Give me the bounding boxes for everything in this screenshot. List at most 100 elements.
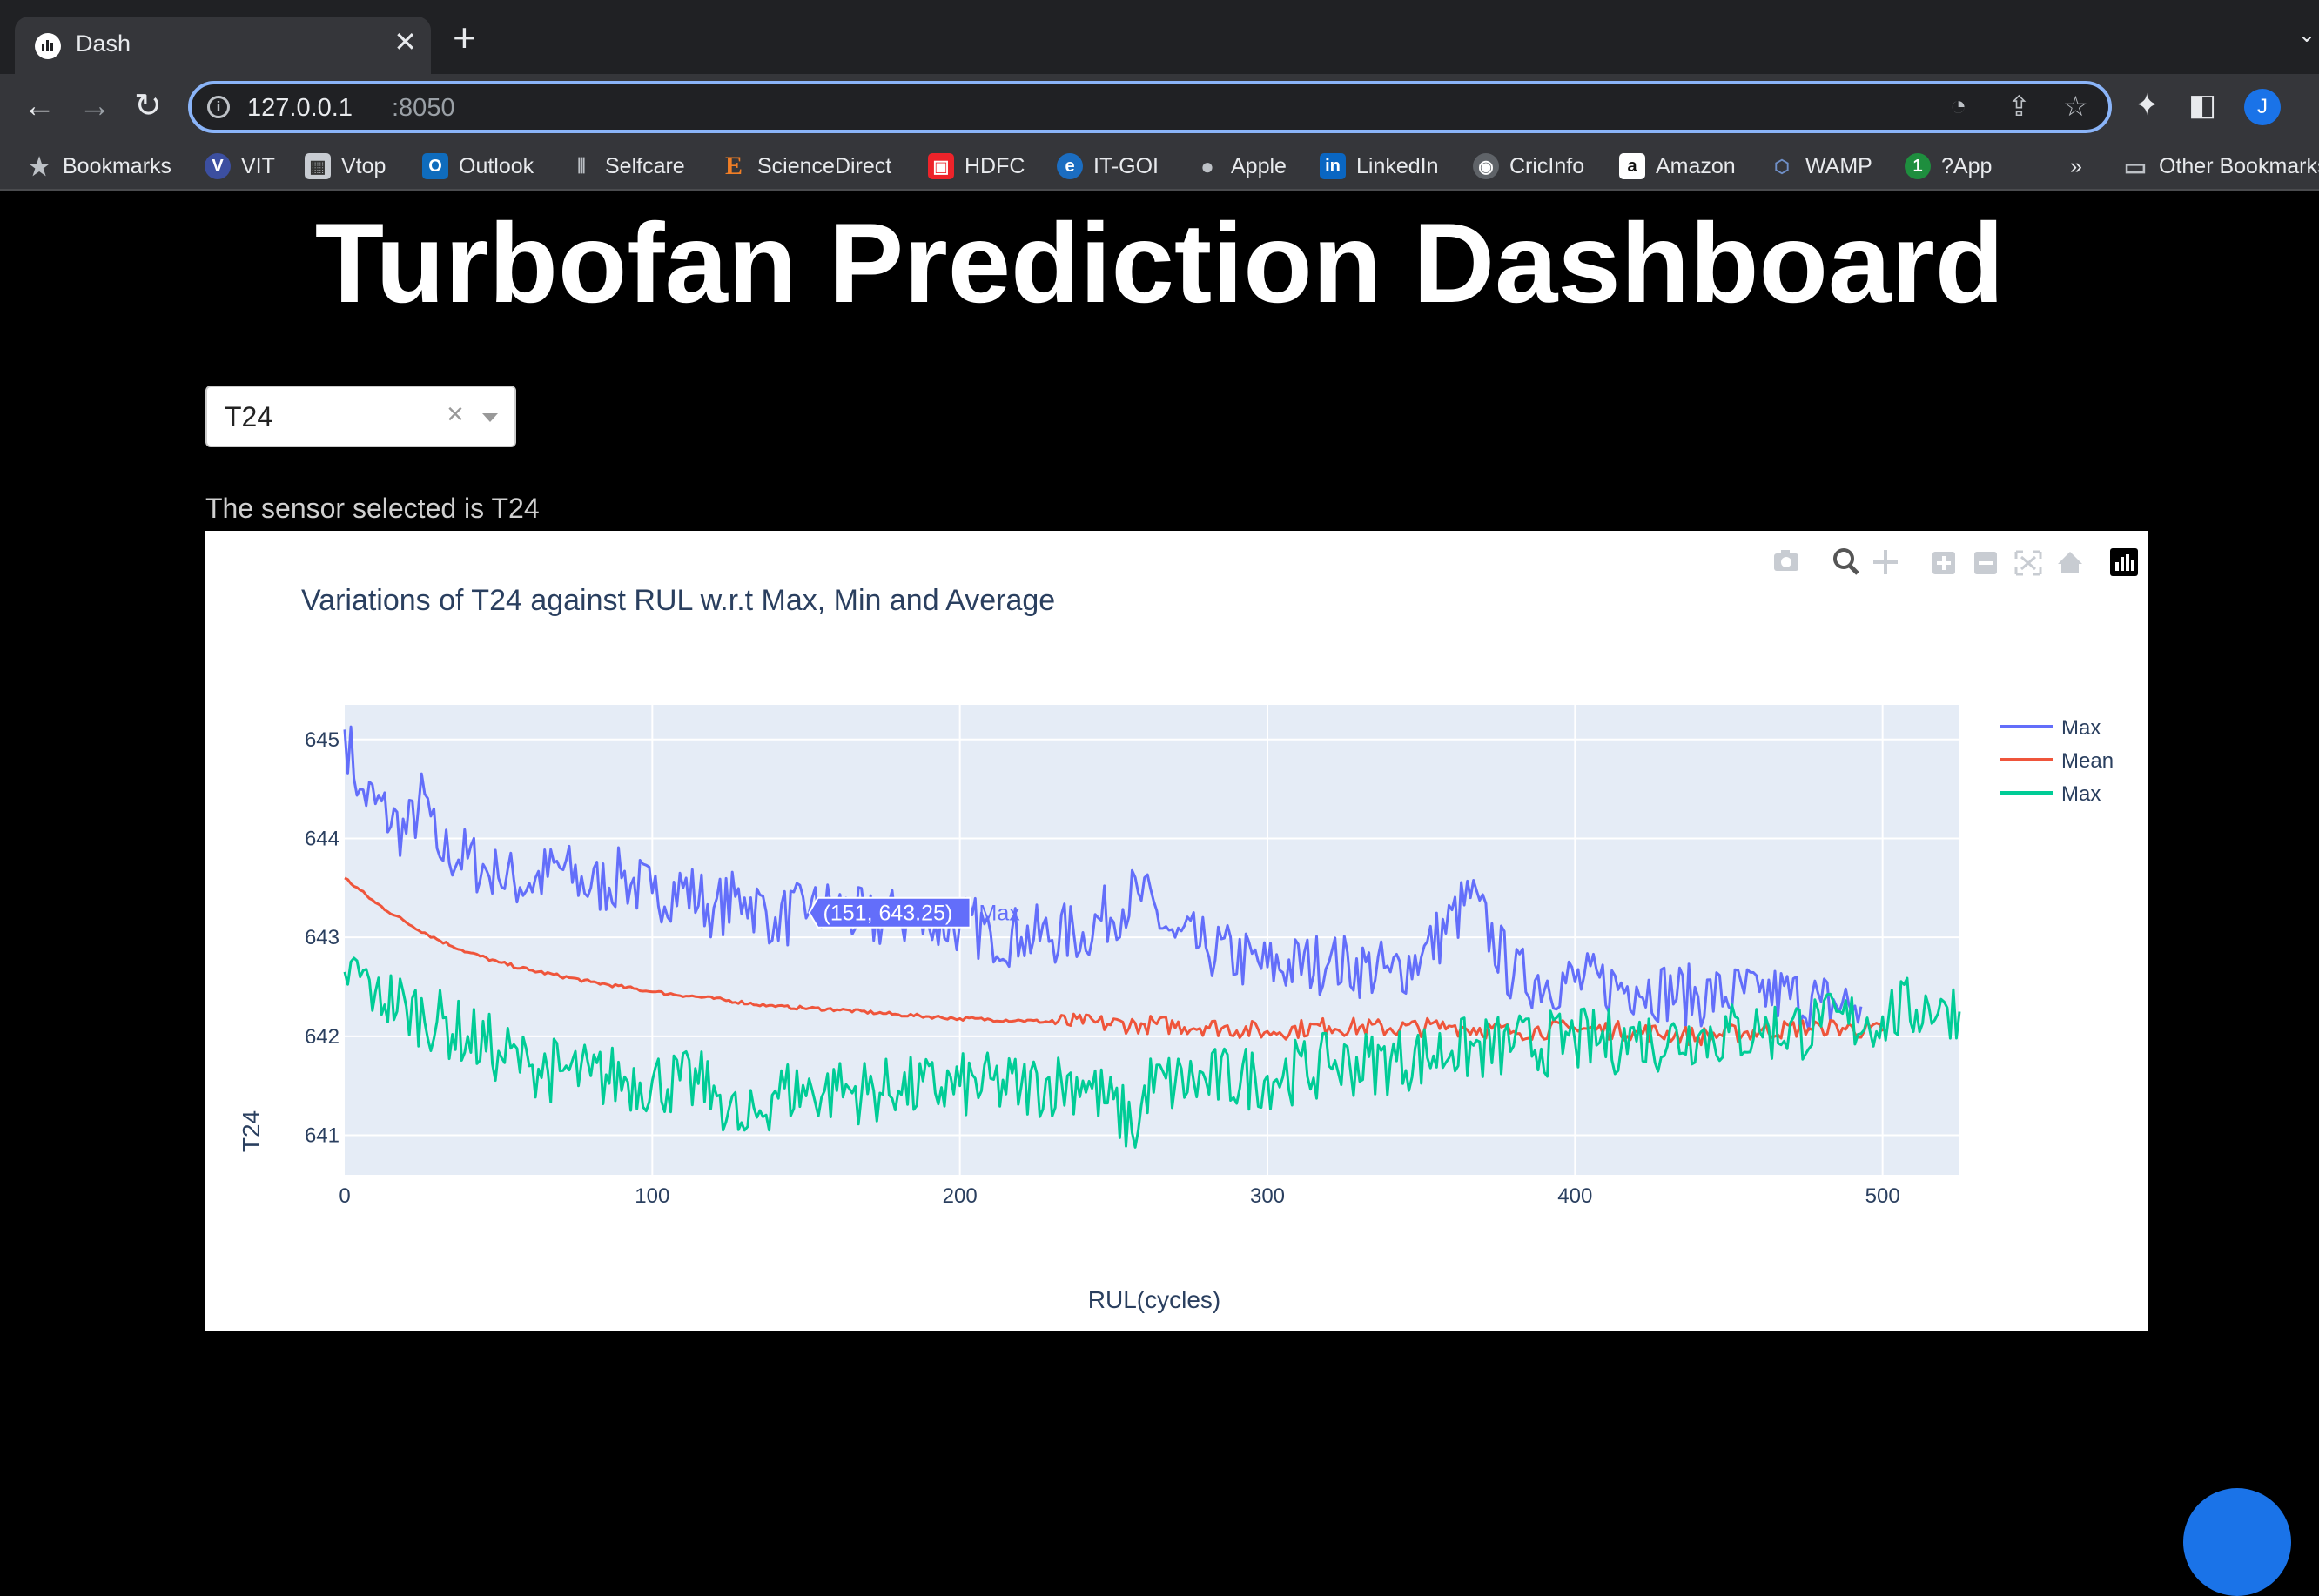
browser-toolbar: ← → ↻ i 127.0.0.1 :8050 ◔ ⇪ ☆ ✦ ◧ J ⋮ <box>0 74 2319 142</box>
camera-icon[interactable] <box>1774 550 1798 571</box>
apple-icon: ● <box>1200 152 1214 179</box>
bookmark-sciencedirect[interactable]: E ScienceDirect <box>721 151 891 182</box>
hover-value-label: (151, 643.25) <box>823 902 953 926</box>
gridlines <box>345 705 1959 1175</box>
other-bookmarks[interactable]: ▭ Other Bookmarks <box>2122 151 2319 182</box>
star-icon: ★ <box>28 152 50 180</box>
chevron-double-right-icon: » <box>2070 153 2082 178</box>
x-tick-label: 500 <box>1865 1184 1900 1208</box>
site-info-icon[interactable]: i <box>207 96 230 118</box>
autoscale-icon[interactable] <box>2014 550 2042 576</box>
series-line-max[interactable] <box>343 956 1961 1149</box>
bookmark-apple[interactable]: ● Apple <box>1194 151 1287 182</box>
extensions-puzzle-icon[interactable]: ✦ <box>2134 89 2160 122</box>
bookmark-vit[interactable]: V VIT <box>205 151 275 182</box>
new-tab-icon[interactable]: + <box>453 15 476 60</box>
bookmark-wamp[interactable]: ⬡ WAMP <box>1769 151 1872 182</box>
bookmark-app[interactable]: 1 ?App <box>1905 151 1992 182</box>
share-icon[interactable]: ⇪ <box>2007 91 2031 122</box>
x-tick-label: 200 <box>943 1184 978 1208</box>
close-tab-icon[interactable]: ✕ <box>393 26 417 57</box>
bookmark-label: Vtop <box>341 153 386 178</box>
legend-item-label[interactable]: Max <box>2061 716 2101 740</box>
bookmark-label: LinkedIn <box>1356 153 1439 178</box>
selfcare-icon: ⫼ <box>577 156 586 176</box>
floating-action-button[interactable] <box>2183 1488 2291 1596</box>
url-host: 127.0.0.1 <box>247 94 353 122</box>
bookmark-label: Bookmarks <box>63 153 172 178</box>
bookmark-outlook[interactable]: O Outlook <box>422 151 534 182</box>
home-icon[interactable] <box>2058 552 2082 573</box>
plot-area[interactable] <box>345 705 1959 1175</box>
bookmark-bookmarks[interactable]: ★ Bookmarks <box>26 151 171 182</box>
bookmark-vtop[interactable]: ▦ Vtop <box>305 151 386 182</box>
dropdown-selected-value: T24 <box>225 401 273 433</box>
bookmark-star-icon[interactable]: ☆ <box>2063 91 2088 122</box>
series-lines[interactable] <box>343 725 1961 1149</box>
plotly-logo-icon[interactable] <box>2110 548 2138 576</box>
cricinfo-icon: ◉ <box>1473 153 1499 179</box>
y-tick-label: 643 <box>305 926 339 949</box>
y-axis-label: T24 <box>238 1110 265 1152</box>
bookmark-amazon[interactable]: a Amazon <box>1619 151 1736 182</box>
sensor-dropdown[interactable]: T24 × <box>205 386 516 447</box>
browser-tab[interactable]: Dash ✕ <box>15 17 431 74</box>
page-title: Turbofan Prediction Dashboard <box>314 199 2005 326</box>
line-chart[interactable]: Variations of T24 against RUL w.r.t Max,… <box>205 531 2148 1331</box>
bookmark-label: Apple <box>1231 153 1287 178</box>
hover-box <box>808 896 971 929</box>
tab-title: Dash <box>76 30 131 57</box>
reload-icon[interactable]: ↻ <box>134 88 162 124</box>
chevron-down-icon[interactable] <box>482 413 498 422</box>
clear-icon[interactable]: × <box>447 398 464 431</box>
zoom-in-icon[interactable] <box>1932 552 1955 574</box>
page-speed-icon[interactable]: ◔ <box>1950 90 1967 121</box>
bookmark-label: Amazon <box>1656 153 1736 178</box>
bookmark-hdfc[interactable]: ▣ HDFC <box>928 151 1025 182</box>
bookmark-label: IT-GOI <box>1093 153 1159 178</box>
bookmark-linkedin[interactable]: in LinkedIn <box>1320 151 1439 182</box>
bookmark-selfcare[interactable]: ⫼ Selfcare <box>568 151 685 182</box>
y-tick-label: 641 <box>305 1124 339 1148</box>
bookmarks-bar: ★ Bookmarks V VIT ▦ Vtop O Outlook ⫼ Sel… <box>0 142 2319 191</box>
wamp-icon: ⬡ <box>1774 157 1790 177</box>
x-tick-label: 400 <box>1557 1184 1592 1208</box>
x-tick-label: 0 <box>339 1184 350 1208</box>
url-port: :8050 <box>392 94 455 122</box>
bookmark-label: Other Bookmarks <box>2159 153 2319 178</box>
plotly-graph[interactable]: Variations of T24 against RUL w.r.t Max,… <box>205 531 2148 1331</box>
zoom-icon[interactable] <box>1833 548 1859 575</box>
pan-icon[interactable] <box>1873 550 1898 574</box>
bookmark-label: Outlook <box>459 153 534 178</box>
bookmark-label: Selfcare <box>605 153 685 178</box>
legend-item-label[interactable]: Max <box>2061 782 2101 806</box>
bookmark-label: ScienceDirect <box>757 153 892 178</box>
axis-ticks: 0 100 200 300 400 500 641 642 643 644 645 <box>305 728 1900 1208</box>
legend[interactable]: Max Mean Max <box>2000 716 2114 806</box>
legend-item-label[interactable]: Mean <box>2061 749 2114 773</box>
x-tick-label: 300 <box>1250 1184 1285 1208</box>
dash-favicon-icon <box>35 33 61 59</box>
kebab-menu-icon[interactable]: ⋮ <box>2307 88 2319 123</box>
back-arrow-icon[interactable]: ← <box>23 88 56 124</box>
sensor-selected-text: The sensor selected is T24 <box>205 493 540 524</box>
address-bar[interactable]: i 127.0.0.1 :8050 ◔ ⇪ ☆ <box>188 81 2112 133</box>
bookmarks-overflow-button[interactable]: » <box>2070 151 2082 182</box>
modebar <box>1774 548 2138 576</box>
bookmark-itgoi[interactable]: e IT-GOI <box>1057 151 1159 182</box>
side-panel-icon[interactable]: ◧ <box>2188 89 2217 122</box>
bookmark-label: VIT <box>241 153 275 178</box>
profile-avatar[interactable]: J <box>2244 89 2281 125</box>
folder-icon: ▭ <box>2123 152 2148 180</box>
bookmark-label: ?App <box>1941 153 1993 178</box>
forward-arrow-icon[interactable]: → <box>78 88 111 124</box>
tab-strip: Dash ✕ + ⌄ <box>0 0 2319 74</box>
bookmark-cricinfo[interactable]: ◉ CricInfo <box>1473 151 1584 182</box>
dash-page: Turbofan Prediction Dashboard T24 × The … <box>0 191 2319 1596</box>
tab-search-chevron-icon[interactable]: ⌄ <box>2297 23 2316 47</box>
zoom-out-icon[interactable] <box>1974 552 1997 574</box>
bookmark-label: HDFC <box>965 153 1025 178</box>
app-icon: 1 <box>1905 153 1931 179</box>
hdfc-icon: ▣ <box>928 153 954 179</box>
chart-title: Variations of T24 against RUL w.r.t Max,… <box>301 584 1055 617</box>
